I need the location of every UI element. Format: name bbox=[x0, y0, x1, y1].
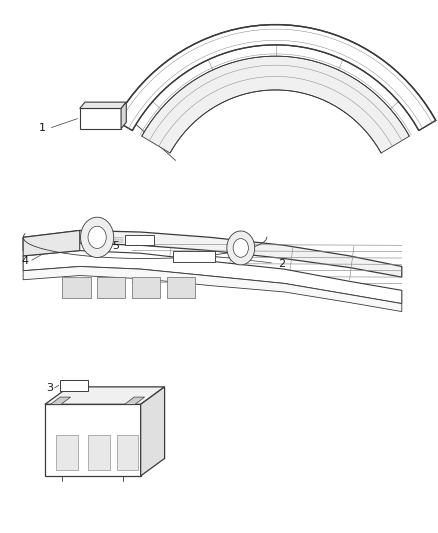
Text: 2: 2 bbox=[279, 259, 286, 269]
Text: 3: 3 bbox=[46, 383, 53, 393]
Bar bbox=[62, 277, 91, 298]
Polygon shape bbox=[23, 230, 80, 256]
Polygon shape bbox=[45, 387, 165, 405]
Bar bbox=[56, 435, 78, 470]
Circle shape bbox=[88, 226, 106, 248]
Polygon shape bbox=[125, 235, 154, 245]
Bar bbox=[97, 277, 125, 298]
Polygon shape bbox=[173, 251, 215, 262]
Polygon shape bbox=[80, 109, 121, 128]
Polygon shape bbox=[23, 251, 402, 304]
Polygon shape bbox=[50, 397, 71, 405]
Text: 1: 1 bbox=[39, 123, 46, 133]
Bar bbox=[88, 435, 110, 470]
Polygon shape bbox=[80, 102, 126, 109]
Polygon shape bbox=[121, 102, 126, 128]
Polygon shape bbox=[23, 230, 402, 277]
Circle shape bbox=[227, 231, 254, 265]
Circle shape bbox=[81, 217, 114, 257]
Text: 4: 4 bbox=[22, 256, 29, 266]
Polygon shape bbox=[124, 397, 145, 405]
Bar bbox=[117, 435, 138, 470]
Bar bbox=[167, 277, 195, 298]
Polygon shape bbox=[45, 405, 141, 476]
Text: 5: 5 bbox=[112, 241, 119, 252]
Polygon shape bbox=[23, 266, 402, 312]
Bar bbox=[132, 277, 160, 298]
Polygon shape bbox=[141, 387, 165, 476]
Circle shape bbox=[233, 239, 248, 257]
Polygon shape bbox=[142, 56, 410, 153]
Polygon shape bbox=[60, 380, 88, 391]
Polygon shape bbox=[115, 25, 436, 131]
